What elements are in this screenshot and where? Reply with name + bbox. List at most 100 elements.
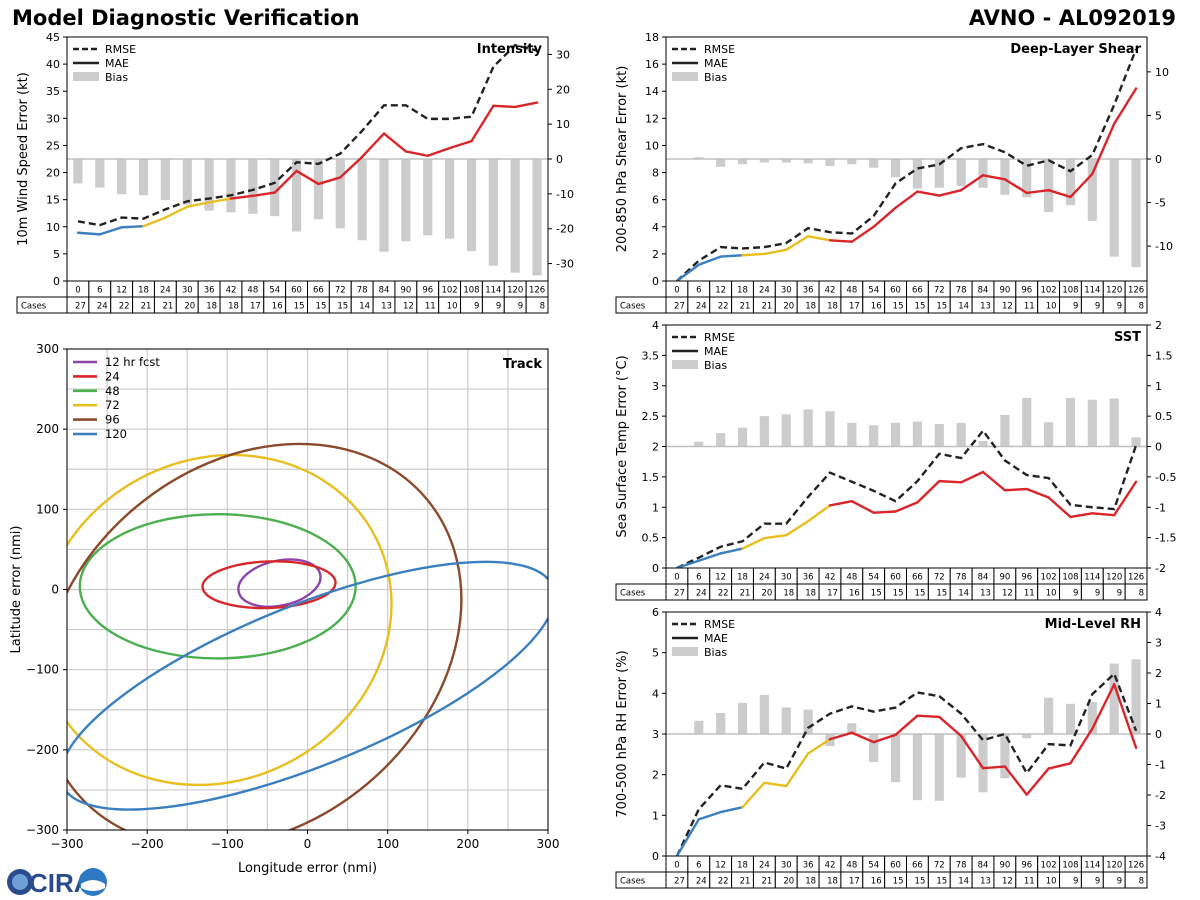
intensity-mae-segment: [470, 104, 495, 143]
intensity-bias-bar: [248, 159, 258, 214]
sst-cases-label: Cases: [620, 589, 646, 599]
rh-case-count: 24: [696, 877, 707, 887]
intensity-hour-label: 42: [226, 286, 237, 296]
shear-bias-bar: [1109, 159, 1119, 257]
shear-hour-label: 54: [868, 286, 879, 296]
sst-case-count: 9: [1073, 589, 1078, 599]
sst-hour-label: 84: [978, 573, 989, 583]
shear-case-count: 9: [1095, 302, 1100, 312]
sst-case-count: 18: [783, 589, 794, 599]
sst-ytick-label: 0: [652, 562, 659, 575]
sst-bias-bar: [1022, 397, 1032, 447]
sst-hour-label: 60: [890, 573, 901, 583]
sst-bias-bar: [934, 424, 944, 447]
sst-mae-segment: [1069, 512, 1094, 519]
rh-bias-bar: [956, 734, 966, 778]
sst-mae-segment: [894, 501, 919, 513]
rh-mae-segment: [872, 733, 897, 744]
sst-case-cell: [1124, 583, 1148, 601]
shear-ytick-label: 12: [645, 112, 659, 125]
intensity-mae-segment: [229, 194, 255, 200]
shear-case-count: 9: [1073, 302, 1078, 312]
rh-bias-bar: [1065, 703, 1076, 734]
sst-hour-label: 78: [956, 573, 967, 583]
rh-hour-label: 12: [715, 861, 726, 871]
track-ytick-label: −200: [26, 743, 59, 757]
shear-hour-label: 90: [999, 286, 1010, 296]
sst-legend-rmse-label: RMSE: [704, 331, 735, 344]
intensity-mae-segment: [142, 216, 167, 228]
track-xtick-label: 0: [304, 837, 312, 851]
shear-case-count: 9: [1117, 302, 1122, 312]
shear-title: Deep-Layer Shear: [1010, 42, 1141, 57]
intensity-mae-segment: [426, 146, 451, 157]
rh-mae-segment: [1113, 683, 1138, 750]
shear-mae-segment: [719, 254, 744, 258]
rh-y2tick-label: -1: [1155, 759, 1166, 772]
rh-bias-bar: [694, 720, 704, 734]
rh-hour-label: 24: [759, 861, 770, 871]
shear-y2tick-label: 0: [1155, 153, 1162, 166]
intensity-case-count: 9: [496, 302, 501, 312]
shear-case-count: 11: [1024, 302, 1035, 312]
track-ellipses: [67, 442, 548, 830]
rh-ytick-label: 5: [652, 647, 659, 660]
intensity-hour-label: 60: [291, 286, 302, 296]
rh-bias-bar: [934, 734, 944, 801]
rh-case-count: 11: [1024, 877, 1035, 887]
rh-hour-label: 84: [978, 861, 989, 871]
intensity-ytick-label: 30: [46, 112, 60, 125]
shear-mae-segment: [806, 235, 832, 242]
sst-case-count: 9: [1095, 589, 1100, 599]
rh-hour-label: 0: [674, 861, 679, 871]
shear-hour-label: 126: [1128, 286, 1144, 296]
intensity-case-count: 27: [75, 302, 86, 312]
shear-mae-segment: [1047, 188, 1072, 199]
sst-title: SST: [1114, 330, 1141, 345]
shear-bias-bar: [716, 159, 726, 167]
track-xtick-label: −100: [211, 837, 244, 851]
rh-hour-label: 66: [912, 861, 923, 871]
intensity-case-count: 9: [474, 302, 479, 312]
shear-mae-segment: [894, 190, 919, 210]
sst-y2tick-label: -1.5: [1155, 532, 1176, 545]
shear-hour-label: 36: [803, 286, 814, 296]
intensity-bias-bar: [182, 159, 192, 205]
sst-y2tick-label: 1: [1155, 380, 1162, 393]
rh-ytick-label: 3: [652, 728, 659, 741]
rh-hour-label: 90: [999, 861, 1010, 871]
sst-y2tick-label: 2: [1155, 319, 1162, 332]
sst-bias-bar: [1131, 437, 1141, 447]
rh-hour-label: 18: [737, 861, 748, 871]
track-ytick-label: 300: [36, 342, 59, 356]
intensity-bias-bar: [445, 159, 455, 239]
rh-case-count: 9: [1073, 877, 1078, 887]
rh-bias-bar: [869, 734, 879, 763]
intensity-y2tick-label: -30: [556, 258, 574, 271]
sst-hour-label: 108: [1062, 573, 1078, 583]
shear-hour-label: 24: [759, 286, 770, 296]
sst-mae-segment: [1047, 496, 1072, 519]
logo-globe-inner-icon: [12, 874, 28, 890]
sst-mae-segment: [828, 499, 854, 507]
rh-case-count: 15: [893, 877, 904, 887]
track-xlabel: Longitude error (nmi): [238, 861, 377, 876]
intensity-bias-bar: [138, 159, 149, 196]
shear-ytick-label: 16: [645, 58, 659, 71]
intensity-ytick-label: 0: [53, 275, 60, 288]
shear-bias-bar: [1131, 159, 1141, 268]
sst-bias-bar: [694, 441, 704, 447]
rh-hour-label: 72: [934, 861, 945, 871]
shear-hour-label: 60: [890, 286, 901, 296]
rh-bias-bar: [912, 734, 923, 801]
sst-bias-bar: [890, 422, 901, 447]
intensity-hour-label: 78: [357, 286, 368, 296]
sst-hour-label: 30: [781, 573, 792, 583]
shear-mae-segment: [981, 174, 1007, 181]
rh-case-count: 22: [718, 877, 729, 887]
intensity-mae-segment: [317, 176, 342, 186]
rh-legend-bias-label: Bias: [704, 646, 727, 659]
shear-case-count: 18: [805, 302, 816, 312]
sst-hour-label: 96: [1021, 573, 1032, 583]
